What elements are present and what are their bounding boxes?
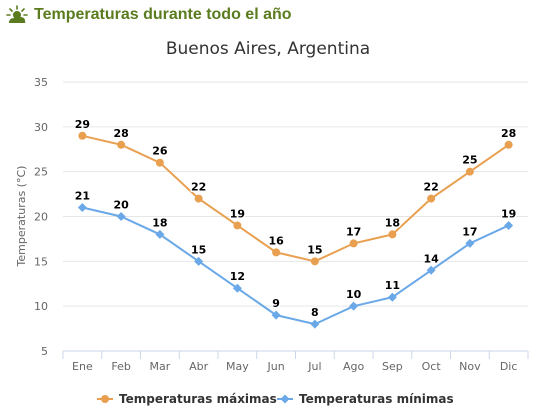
- data-point: [310, 320, 319, 329]
- x-tick-label: Jul: [307, 360, 321, 373]
- data-point: [427, 195, 435, 203]
- data-point: [156, 159, 164, 167]
- data-point: [350, 239, 358, 247]
- data-label: 22: [191, 181, 206, 194]
- x-tick-label: May: [226, 360, 249, 373]
- x-tick-label: Jun: [267, 360, 285, 373]
- legend-label: Temperaturas mínimas: [299, 392, 454, 406]
- x-tick-label: Dic: [500, 360, 518, 373]
- legend: Temperaturas máximas Temperaturas mínimas: [97, 392, 454, 406]
- data-label: 10: [346, 288, 362, 301]
- y-tick-label: 5: [41, 345, 48, 358]
- data-label: 15: [307, 243, 322, 256]
- data-label: 12: [230, 270, 245, 283]
- series-layer: [78, 132, 513, 329]
- data-label: 15: [191, 243, 206, 256]
- data-label: 17: [346, 225, 361, 238]
- grid-lines: [63, 82, 528, 351]
- data-label: 29: [75, 118, 90, 131]
- x-tick-label: Oct: [422, 360, 442, 373]
- legend-marker: [101, 395, 109, 403]
- data-point: [388, 230, 396, 238]
- x-tick-label: Ago: [343, 360, 365, 373]
- data-label: 17: [462, 225, 477, 238]
- data-label: 9: [272, 297, 280, 310]
- data-point: [78, 132, 86, 140]
- x-tick-label: Feb: [111, 360, 130, 373]
- y-tick-label: 35: [34, 76, 48, 89]
- data-point: [117, 212, 126, 221]
- data-label: 28: [113, 127, 128, 140]
- data-label: 18: [152, 216, 167, 229]
- y-tick-label: 30: [34, 121, 48, 134]
- x-tick-label: Sep: [382, 360, 403, 373]
- legend-marker: [281, 395, 290, 404]
- data-label: 19: [230, 207, 245, 220]
- data-point: [504, 221, 513, 230]
- data-label: 22: [423, 181, 438, 194]
- x-tick-label: Mar: [149, 360, 170, 373]
- y-tick-label: 25: [34, 166, 48, 179]
- x-axis: Ene Feb Mar Abr May Jun Jul Ago Sep Oct Nov Dic: [63, 351, 528, 373]
- data-point: [349, 302, 358, 311]
- data-point: [117, 141, 125, 149]
- y-tick-label: 10: [34, 300, 48, 313]
- data-label: 14: [423, 252, 439, 265]
- y-axis-ticks: 5 10 15 20 25 30 35: [34, 76, 48, 358]
- data-point: [195, 195, 203, 203]
- y-tick-label: 20: [34, 211, 48, 224]
- chart-title: Buenos Aires, Argentina: [166, 39, 370, 59]
- y-axis-label: Temperaturas (°C): [15, 166, 28, 268]
- data-point: [505, 141, 513, 149]
- legend-label: Temperaturas máximas: [119, 392, 277, 406]
- data-labels: 29 28 26 22 19 16 15 17 18 22 25 28 21 20 18 15 12 9 8 10 11…: [75, 118, 517, 319]
- x-tick-label: Nov: [459, 360, 481, 373]
- x-tick-label: Ene: [72, 360, 93, 373]
- data-point: [311, 257, 319, 265]
- y-tick-label: 15: [34, 255, 48, 268]
- data-label: 8: [311, 306, 319, 319]
- data-label: 26: [152, 145, 168, 158]
- data-label: 11: [385, 279, 400, 292]
- data-label: 16: [268, 234, 284, 247]
- data-point: [78, 203, 87, 212]
- data-point: [233, 221, 241, 229]
- data-label: 20: [113, 199, 129, 212]
- data-label: 21: [75, 190, 90, 203]
- data-label: 19: [501, 207, 516, 220]
- data-point: [272, 248, 280, 256]
- data-point: [466, 168, 474, 176]
- data-label: 18: [385, 216, 400, 229]
- data-label: 25: [462, 154, 477, 167]
- x-tick-label: Abr: [189, 360, 209, 373]
- data-label: 28: [501, 127, 516, 140]
- series-line-max: [82, 136, 508, 262]
